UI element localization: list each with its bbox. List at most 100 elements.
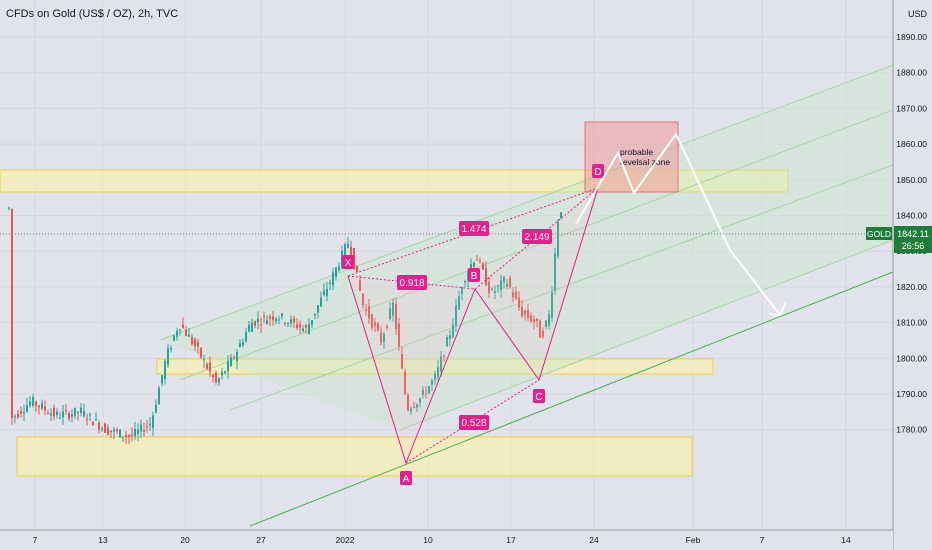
candle-body <box>212 374 214 378</box>
candle-body <box>545 320 547 327</box>
candle-body <box>368 305 370 319</box>
candle-body <box>395 304 397 330</box>
candle-body <box>503 277 505 283</box>
candle-body <box>506 283 508 287</box>
candle-body <box>116 429 118 432</box>
candle-body <box>95 419 97 421</box>
candle-body <box>56 411 58 415</box>
candle-body <box>350 246 352 255</box>
candle-body <box>518 297 520 308</box>
svg-text:0.528: 0.528 <box>461 418 486 429</box>
price-axis[interactable] <box>893 0 932 550</box>
candle-body <box>332 272 334 286</box>
candles <box>8 206 562 445</box>
candle-body <box>257 318 259 323</box>
candle-body <box>173 335 175 341</box>
candle-body <box>410 408 412 412</box>
candle-body <box>371 314 373 328</box>
candle-body <box>146 425 148 427</box>
candle-body <box>272 316 274 321</box>
time-tick-label: 20 <box>180 535 190 545</box>
time-axis[interactable] <box>0 530 893 550</box>
price-tick-label: 1870.00 <box>896 103 927 113</box>
point-x: X <box>342 255 354 269</box>
time-tick-label: 17 <box>506 535 516 545</box>
reversal-annotation: probable revelsal zone <box>620 147 670 167</box>
candle-body <box>125 435 127 437</box>
candle-body <box>182 324 184 328</box>
point-b: B <box>468 268 480 282</box>
svg-text:2.149: 2.149 <box>524 232 549 243</box>
price-tick-label: 1780.00 <box>896 425 927 435</box>
ratio-label-0918: 0.918 <box>397 275 427 290</box>
candle-body <box>161 375 163 384</box>
candle-body <box>335 267 337 278</box>
candle-body <box>83 410 85 416</box>
channel-line-2 <box>229 164 894 411</box>
support-zone-low <box>16 436 693 477</box>
candle-body <box>113 429 115 432</box>
candle-body <box>314 313 316 316</box>
candle-body <box>560 212 562 218</box>
svg-text:X: X <box>345 258 352 269</box>
candle-body <box>365 309 367 311</box>
candle-body <box>530 315 532 322</box>
point-a: A <box>400 471 412 485</box>
candle-body <box>206 364 208 369</box>
ratio-label-0528: 0.528 <box>459 415 489 430</box>
channel-top <box>159 64 894 341</box>
candle-body <box>239 343 241 347</box>
candle-body <box>374 322 376 326</box>
candle-body <box>224 371 226 374</box>
candle-body <box>221 371 223 376</box>
candle-body <box>557 221 559 257</box>
candle-body <box>119 429 121 438</box>
candle-body <box>17 413 19 418</box>
candle-body <box>428 386 430 394</box>
candle-body <box>419 398 421 403</box>
candle-body <box>476 259 478 261</box>
candle-body <box>392 302 394 316</box>
projection-path <box>575 132 781 316</box>
candle-body <box>191 336 193 345</box>
candle-body <box>539 320 541 338</box>
candle-body <box>458 296 460 310</box>
price-tick-label: 1850.00 <box>896 175 927 185</box>
candle-body <box>110 430 112 433</box>
gold-symbol-text: GOLD <box>867 229 891 239</box>
svg-text:B: B <box>471 271 478 282</box>
svg-text:C: C <box>535 392 542 403</box>
candle-body <box>293 318 295 323</box>
candle-body <box>485 268 487 286</box>
candle-body <box>317 305 319 313</box>
candle-body <box>443 355 445 357</box>
time-tick-label: 14 <box>841 535 851 545</box>
candle-body <box>359 280 361 291</box>
candle-body <box>164 360 166 379</box>
candle-body <box>494 291 496 293</box>
price-tick-label: 1820.00 <box>896 282 927 292</box>
time-tick-label: 24 <box>589 535 599 545</box>
candle-body <box>548 314 550 326</box>
candle-body <box>542 330 544 337</box>
ratio-label-1474: 1.474 <box>459 221 489 236</box>
candle-body <box>266 320 268 325</box>
gold-price-tag <box>894 226 932 253</box>
price-tick-label: 1840.00 <box>896 211 927 221</box>
ratio-label-2149: 2.149 <box>522 229 552 244</box>
candle-body <box>194 339 196 347</box>
point-d: D <box>592 164 604 178</box>
candle-body <box>77 411 79 413</box>
candle-body <box>38 405 40 408</box>
candle-body <box>401 354 403 369</box>
candle-body <box>488 281 490 293</box>
candle-body <box>47 413 49 415</box>
price-axis-currency: USD <box>908 9 928 19</box>
candle-body <box>527 310 529 318</box>
price-tick-label: 1880.00 <box>896 68 927 78</box>
candle-body <box>473 262 475 267</box>
candle-body <box>140 424 142 432</box>
candle-body <box>500 279 502 290</box>
candle-body <box>479 260 481 262</box>
